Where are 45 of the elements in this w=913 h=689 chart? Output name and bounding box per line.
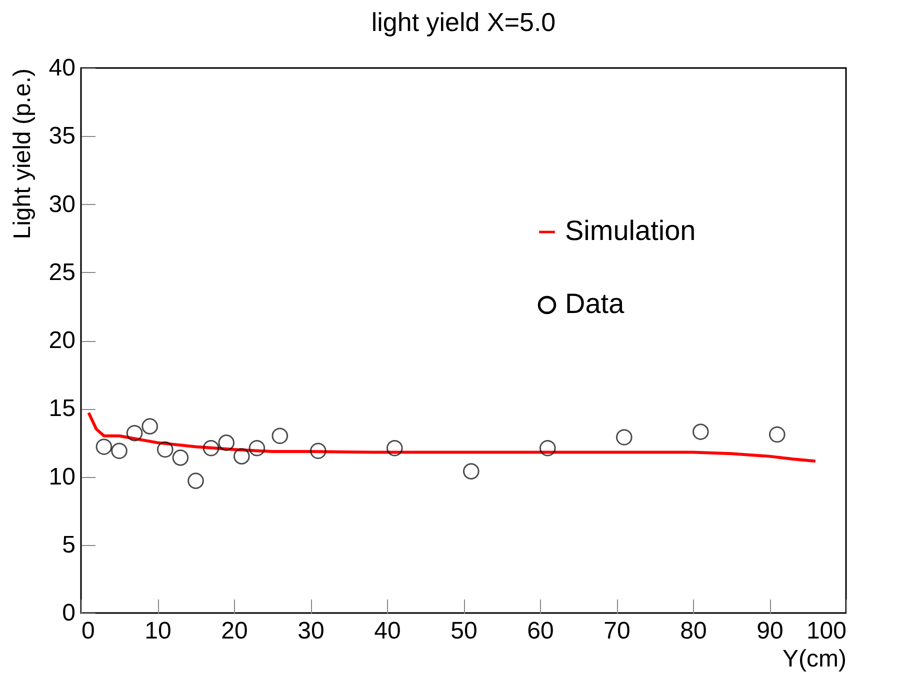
- y-tick-label: 5: [62, 531, 76, 558]
- point: [142, 418, 158, 434]
- x-tick-label: 20: [221, 618, 248, 644]
- x-tick-label: 10: [144, 618, 172, 644]
- y-tick-label: 15: [48, 395, 76, 422]
- point: [111, 442, 128, 460]
- point: [272, 428, 288, 444]
- y-axis-title: Light yield (p.e.): [8, 68, 36, 240]
- y-tick-label: 30: [48, 190, 76, 218]
- point: [202, 440, 220, 456]
- x-tick-label: 80: [680, 618, 707, 644]
- legend-label: Simulation: [565, 215, 696, 246]
- point: [233, 448, 250, 464]
- point: [156, 441, 174, 458]
- legend-label: Data: [565, 288, 625, 319]
- point: [462, 463, 480, 480]
- point: [768, 426, 786, 443]
- y-tick-label: 35: [48, 122, 76, 150]
- point: [692, 424, 709, 440]
- point: [188, 472, 204, 489]
- y-tick-label: 20: [48, 327, 76, 354]
- point: [386, 440, 403, 456]
- point: [172, 450, 189, 466]
- y-tick-label: 25: [48, 258, 76, 286]
- x-tick-label: 50: [450, 618, 478, 644]
- point: [218, 434, 235, 451]
- point: [310, 442, 326, 460]
- y-tick-label: 0: [62, 600, 76, 626]
- point: [96, 438, 112, 455]
- y-tick-label: 40: [48, 54, 76, 82]
- y-tick-label: 10: [48, 463, 76, 490]
- chart-title: light yield X=5.0: [371, 7, 556, 37]
- line-series: [87, 411, 817, 463]
- x-tick-label: 60: [527, 618, 554, 644]
- x-tick-label: 100: [806, 618, 846, 644]
- x-tick-label: 30: [298, 618, 324, 644]
- x-tick-label: 40: [374, 618, 401, 644]
- x-axis-title: Y(cm): [782, 646, 846, 672]
- point: [248, 440, 266, 456]
- x-tick-label: 90: [756, 618, 784, 644]
- point: [539, 440, 556, 456]
- point: [616, 429, 632, 446]
- x-tick-label: 70: [604, 618, 630, 644]
- point: [126, 425, 143, 442]
- x-tick-label: 0: [82, 618, 95, 644]
